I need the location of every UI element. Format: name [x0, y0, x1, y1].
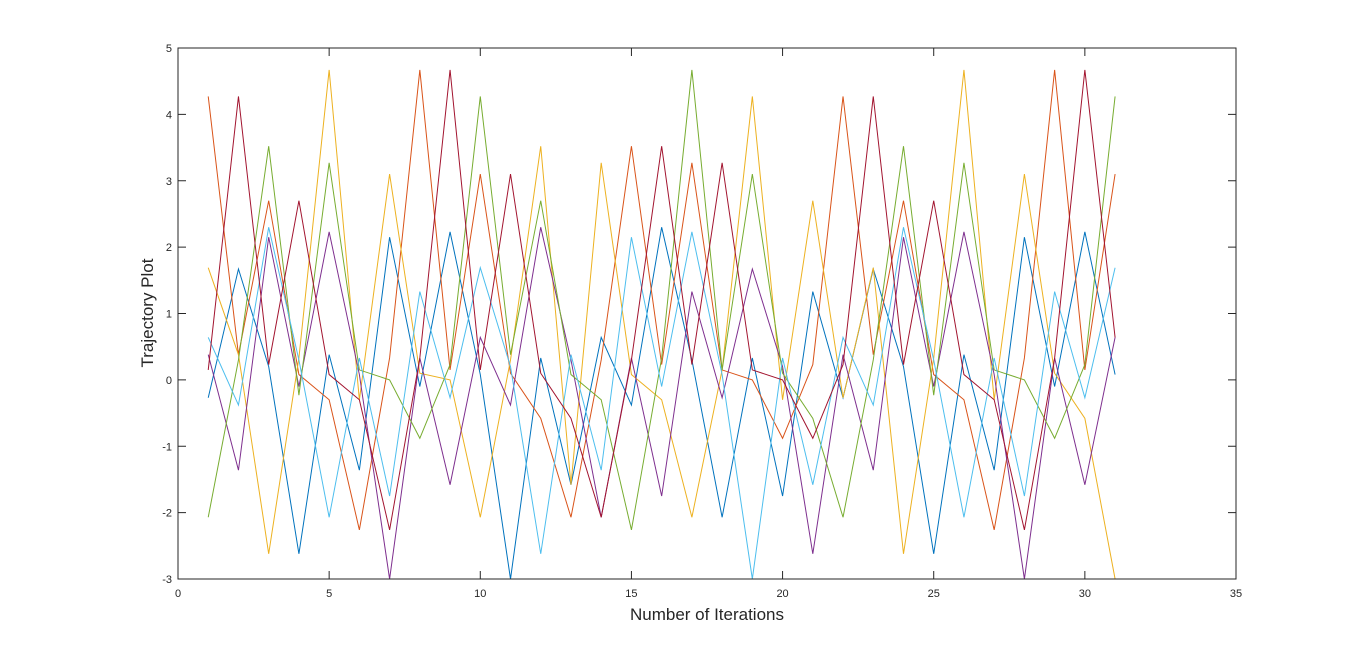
x-tick-label: 5: [326, 588, 332, 600]
plot-background: [178, 48, 1236, 579]
y-tick-label: -1: [162, 441, 172, 453]
y-tick-label: -3: [162, 574, 172, 586]
x-tick-label: 30: [1079, 588, 1091, 600]
y-tick-label: 0: [166, 375, 172, 387]
x-tick-label: 20: [776, 588, 788, 600]
axes-layer: 0 5 10 15 20 25 30 35 -3 -2 -1 0 1 2 3 4 5: [162, 43, 1242, 600]
y-tick-label: 1: [166, 309, 172, 321]
x-tick-label: 15: [625, 588, 637, 600]
y-tick-label: -2: [162, 508, 172, 520]
series-line-2: [207, 69, 1116, 530]
series-line-6: [207, 227, 1116, 580]
y-tick-label: 3: [166, 176, 172, 188]
series-layer: [207, 69, 1116, 580]
y-axis-label: Trajectory Plot: [138, 258, 157, 367]
series-line-4: [207, 227, 1116, 580]
x-axis-label: Number of Iterations: [630, 605, 784, 624]
series-line-1: [207, 227, 1116, 580]
x-tick-label: 35: [1230, 588, 1242, 600]
x-tick-label: 25: [928, 588, 940, 600]
y-tick-label: 5: [166, 43, 172, 55]
x-tick-label: 10: [474, 588, 486, 600]
y-tick-label: 4: [166, 109, 172, 121]
x-tick-label: 0: [175, 588, 181, 600]
series-line-5: [207, 69, 1116, 530]
y-tick-label: 2: [166, 242, 172, 254]
series-line-7: [207, 69, 1116, 530]
